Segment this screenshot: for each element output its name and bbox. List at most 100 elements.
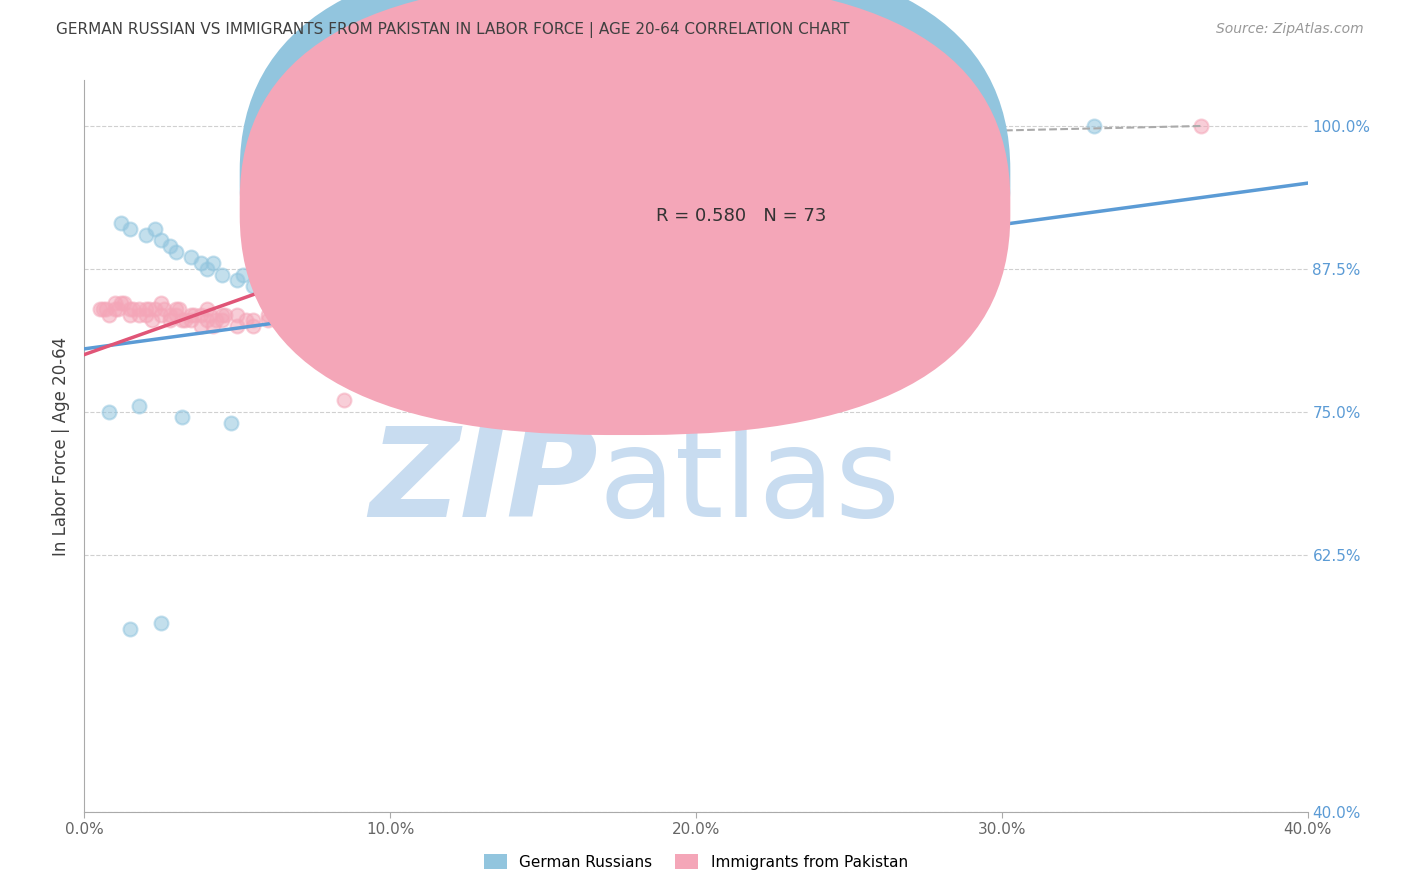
Point (380, 268, 402, 282)
Point (318, 285, 340, 299)
Point (226, 308, 249, 322)
FancyBboxPatch shape (579, 150, 898, 249)
Point (97, 308, 120, 322)
Point (257, 308, 280, 322)
Point (97, 405, 120, 419)
Point (409, 325, 432, 339)
Point (318, 301, 340, 316)
Point (190, 256, 212, 270)
Legend: German Russians, Immigrants from Pakistan: German Russians, Immigrants from Pakista… (477, 846, 915, 877)
Point (349, 279, 371, 293)
Point (159, 308, 181, 322)
Point (190, 308, 212, 322)
Point (149, 233, 172, 247)
Y-axis label: In Labor Force | Age 20-64: In Labor Force | Age 20-64 (52, 336, 70, 556)
Point (120, 622, 142, 636)
Point (94, 301, 117, 316)
Point (198, 308, 221, 322)
Point (219, 416, 242, 430)
Point (135, 308, 157, 322)
Point (128, 308, 150, 322)
Point (138, 301, 160, 316)
Point (211, 308, 233, 322)
Point (120, 222, 142, 236)
Point (440, 273, 463, 287)
Point (104, 301, 127, 316)
Point (135, 227, 157, 242)
Point (364, 318, 387, 333)
Text: Source: ZipAtlas.com: Source: ZipAtlas.com (1216, 22, 1364, 37)
Point (128, 301, 150, 316)
Point (297, 290, 319, 304)
Point (195, 313, 218, 327)
Point (380, 313, 402, 327)
Text: atlas: atlas (598, 422, 900, 543)
Point (159, 313, 181, 327)
Text: GERMAN RUSSIAN VS IMMIGRANTS FROM PAKISTAN IN LABOR FORCE | AGE 20-64 CORRELATIO: GERMAN RUSSIAN VS IMMIGRANTS FROM PAKIST… (56, 22, 849, 38)
Point (172, 410, 194, 425)
Point (333, 308, 356, 322)
Text: R = 0.580   N = 73: R = 0.580 N = 73 (655, 207, 825, 225)
Point (333, 393, 356, 408)
Point (685, 416, 707, 430)
Point (302, 301, 325, 316)
Point (394, 318, 416, 333)
Point (287, 290, 309, 304)
Point (159, 239, 181, 253)
Point (312, 308, 335, 322)
Point (211, 268, 233, 282)
Point (297, 301, 319, 316)
Point (318, 290, 340, 304)
Point (165, 244, 187, 259)
Point (201, 256, 224, 270)
Point (89, 301, 111, 316)
Point (149, 308, 172, 322)
Point (153, 301, 176, 316)
Point (257, 176, 280, 190)
Point (747, 336, 769, 351)
Point (242, 313, 264, 327)
Point (183, 308, 205, 322)
Point (624, 387, 647, 401)
Point (91, 301, 114, 316)
Point (110, 216, 132, 230)
Point (205, 313, 228, 327)
Point (333, 285, 356, 299)
Point (172, 313, 194, 327)
Point (349, 308, 371, 322)
Point (201, 318, 224, 333)
Point (1189, 119, 1212, 133)
Point (214, 308, 236, 322)
Point (174, 313, 197, 327)
Point (149, 296, 172, 310)
Point (167, 301, 190, 316)
Point (242, 279, 264, 293)
Point (425, 256, 447, 270)
Point (250, 285, 273, 299)
Point (226, 318, 249, 333)
Point (149, 616, 172, 631)
Point (195, 301, 218, 316)
Point (287, 301, 309, 316)
Point (266, 308, 288, 322)
Point (242, 318, 264, 333)
Point (578, 301, 600, 316)
Point (380, 273, 402, 287)
Point (235, 313, 257, 327)
Point (409, 261, 432, 276)
Point (143, 222, 166, 236)
Point (180, 313, 202, 327)
Point (357, 313, 380, 327)
Point (143, 301, 166, 316)
Point (271, 296, 294, 310)
Point (112, 296, 135, 310)
Point (271, 290, 294, 304)
Point (516, 410, 538, 425)
Point (342, 313, 364, 327)
Point (195, 261, 218, 276)
Point (349, 290, 371, 304)
Point (141, 313, 163, 327)
FancyBboxPatch shape (239, 0, 1011, 406)
Point (165, 308, 187, 322)
Point (302, 285, 325, 299)
